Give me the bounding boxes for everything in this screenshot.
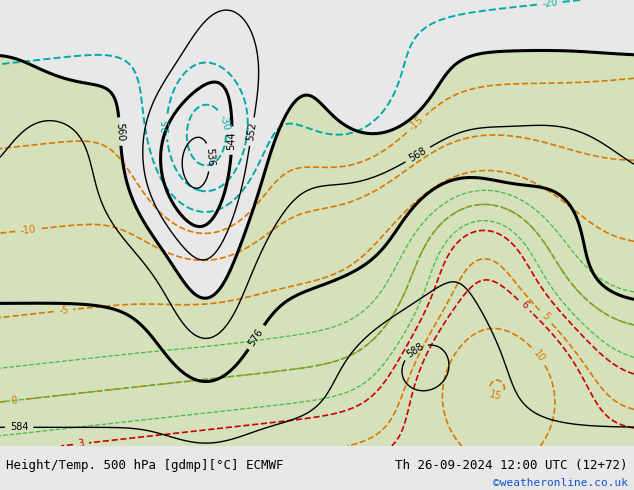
Text: 576: 576: [247, 327, 266, 348]
Text: Th 26-09-2024 12:00 UTC (12+72): Th 26-09-2024 12:00 UTC (12+72): [395, 459, 628, 472]
Text: -15: -15: [407, 115, 425, 133]
Text: 552: 552: [245, 122, 258, 142]
Text: 588: 588: [404, 341, 425, 360]
Text: -25: -25: [162, 119, 172, 135]
Text: 568: 568: [407, 146, 429, 164]
Text: 15: 15: [489, 389, 503, 402]
Text: ©weatheronline.co.uk: ©weatheronline.co.uk: [493, 478, 628, 488]
Text: -20: -20: [541, 0, 558, 9]
Text: 3: 3: [77, 439, 84, 449]
Text: 0: 0: [11, 395, 18, 406]
Text: 536: 536: [204, 147, 216, 167]
Text: 6: 6: [519, 299, 530, 311]
Text: -5: -5: [58, 305, 69, 316]
Text: -30: -30: [217, 114, 231, 132]
Text: 560: 560: [114, 122, 126, 141]
Text: Height/Temp. 500 hPa [gdmp][°C] ECMWF: Height/Temp. 500 hPa [gdmp][°C] ECMWF: [6, 459, 284, 472]
Text: 10: 10: [531, 348, 547, 364]
Text: 584: 584: [10, 422, 29, 432]
Text: -10: -10: [20, 224, 37, 236]
Text: 5: 5: [540, 311, 551, 322]
Text: 544: 544: [226, 131, 237, 150]
